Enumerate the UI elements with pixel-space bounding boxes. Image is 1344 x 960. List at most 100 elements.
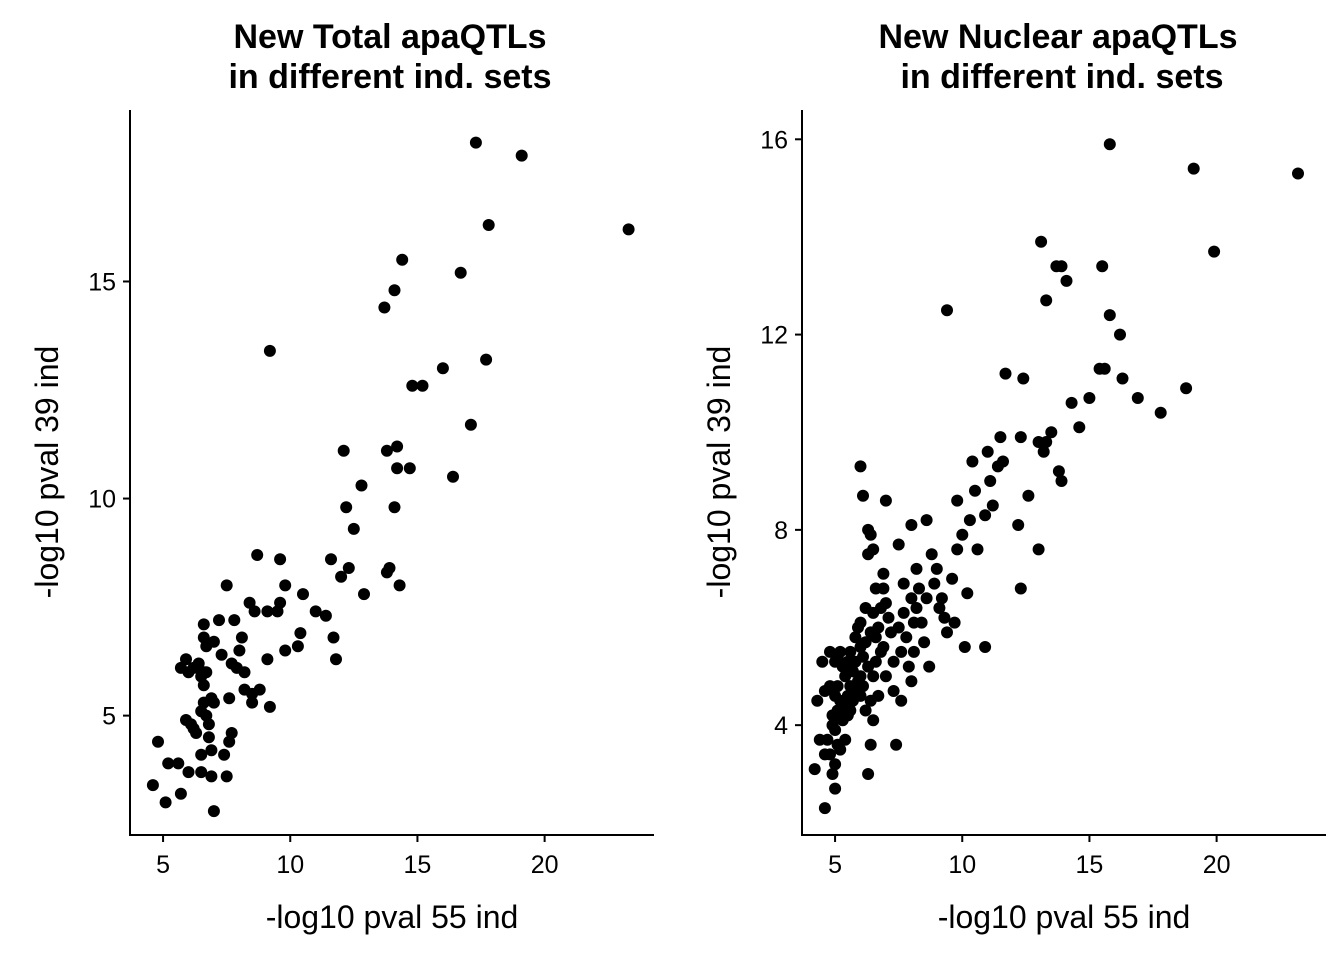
scatter-point: [831, 680, 844, 693]
scatter-point: [1065, 396, 1078, 409]
scatter-point: [309, 605, 322, 618]
scatter-point: [971, 543, 984, 556]
scatter-point: [961, 587, 974, 600]
scatter-point: [215, 648, 228, 661]
scatter-point: [192, 657, 205, 670]
scatter-point: [480, 353, 493, 366]
scatter-point: [180, 653, 192, 666]
scatter-point: [202, 718, 215, 731]
scatter-point: [294, 627, 307, 640]
scatter-point: [291, 640, 304, 653]
scatter-point: [857, 650, 869, 663]
scatter-point: [238, 666, 251, 679]
chart-title-line2: in different ind. sets: [228, 58, 551, 96]
scatter-point: [923, 660, 936, 673]
scatter-point: [162, 757, 175, 770]
scatter-point: [358, 588, 370, 601]
chart-title-line2: in different ind. sets: [900, 58, 1223, 96]
scatter-point: [235, 631, 248, 644]
y-axis-label: -log10 pval 39 ind: [29, 346, 65, 599]
scatter-point: [890, 738, 903, 751]
scatter-point: [829, 782, 842, 795]
scatter-point: [220, 770, 233, 783]
x-tick-label: 10: [276, 851, 304, 879]
scatter-point: [195, 748, 208, 761]
scatter-point: [979, 641, 992, 653]
scatter-point: [869, 655, 882, 668]
scatter-point: [1040, 436, 1053, 448]
scatter-point: [854, 689, 867, 702]
scatter-point: [202, 731, 215, 744]
x-tick-label: 10: [948, 851, 976, 879]
scatter-point: [928, 577, 941, 590]
scatter-point: [986, 499, 999, 512]
scatter-points: [146, 136, 635, 818]
scatter-point: [197, 679, 210, 692]
scatter-point: [920, 514, 933, 527]
scatter-point: [279, 579, 292, 592]
scatter-point: [826, 768, 839, 780]
scatter-point: [274, 553, 287, 566]
scatter-point: [997, 455, 1009, 468]
scatter-point: [892, 621, 905, 634]
scatter-point: [261, 605, 274, 618]
scatter-point: [233, 644, 246, 657]
scatter-point: [174, 787, 187, 800]
scatter-point: [251, 549, 264, 561]
scatter-point: [380, 444, 393, 457]
scatter-point: [900, 631, 913, 644]
scatter-point: [834, 645, 847, 658]
scatter-point: [981, 445, 994, 458]
scatter-point: [966, 455, 979, 468]
scatter-point: [1045, 426, 1058, 439]
scatter-point: [905, 675, 918, 688]
scatter-point: [1017, 372, 1030, 385]
scatter-point: [918, 636, 931, 649]
scatter-point: [416, 379, 429, 392]
scatter-point: [274, 596, 287, 609]
scatter-point: [297, 588, 309, 601]
scatter-point: [867, 670, 880, 683]
scatter-point: [1055, 260, 1068, 273]
scatter-point: [869, 631, 882, 644]
y-tick-label: 16: [760, 126, 788, 154]
scatter-point: [1040, 294, 1053, 307]
scatter-point: [1014, 582, 1027, 595]
scatter-point: [243, 596, 256, 609]
scatter-point: [941, 626, 953, 639]
scatter-point: [905, 592, 918, 605]
scatter-point: [383, 562, 396, 574]
scatter-point: [190, 727, 203, 739]
scatter-point: [1103, 309, 1116, 322]
scatter-point: [482, 219, 495, 231]
scatter-point: [347, 522, 360, 535]
scatter-point: [984, 475, 997, 487]
scatter-point: [1180, 382, 1193, 395]
scatter-point: [1060, 274, 1073, 287]
scatter-point: [818, 802, 831, 815]
scatter-point: [1114, 328, 1126, 341]
scatter-point: [391, 462, 404, 475]
scatter-point: [263, 700, 276, 713]
scatter-point: [811, 694, 824, 707]
x-axis-label: -log10 pval 55 ind: [266, 899, 519, 935]
chart-panel-total: New Total apaQTLs in different ind. sets…: [29, 18, 654, 935]
y-axis-label: -log10 pval 39 ind: [701, 346, 737, 599]
scatter-point: [1032, 543, 1045, 556]
scatter-point: [1035, 235, 1048, 248]
scatter-point: [195, 766, 208, 779]
scatter-point: [436, 362, 449, 375]
scatter-point: [867, 714, 880, 727]
scatter-point: [958, 641, 971, 653]
scatter-point: [1037, 445, 1050, 458]
scatter-point: [622, 223, 635, 236]
scatter-point: [246, 696, 259, 709]
scatter-point: [279, 644, 292, 657]
scatter-point: [844, 704, 857, 717]
scatter-point: [342, 562, 355, 574]
scatter-point: [1187, 162, 1200, 175]
scatter-point: [200, 666, 213, 679]
scatter-point: [207, 696, 220, 709]
scatter-point: [388, 284, 401, 297]
scatter-point: [393, 579, 406, 592]
